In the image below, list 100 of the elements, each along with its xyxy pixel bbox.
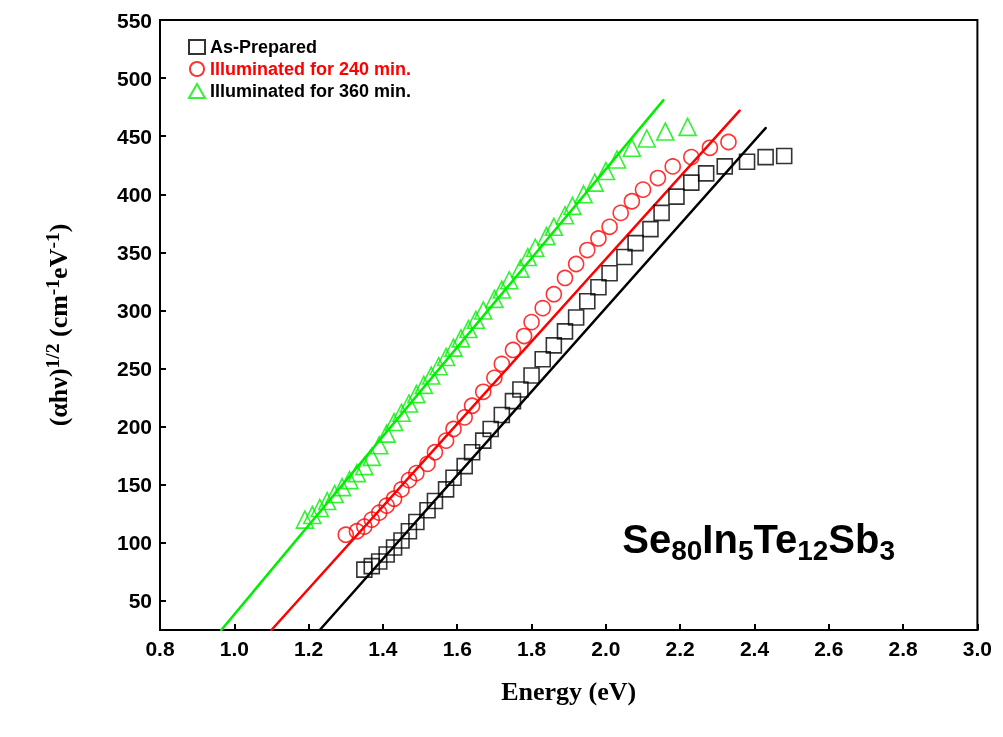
- point: [370, 504, 388, 521]
- x-tick-label: 1.6: [442, 637, 472, 660]
- point: [463, 397, 481, 415]
- point: [668, 188, 685, 205]
- point: [738, 153, 756, 171]
- x-tick-label: 2.4: [739, 637, 770, 660]
- point: [537, 226, 556, 246]
- point: [585, 173, 605, 192]
- point: [347, 463, 367, 483]
- point: [325, 484, 344, 504]
- y-tick-label: 500: [116, 66, 152, 90]
- point: [656, 122, 675, 141]
- x-axis-title: Energy (eV): [501, 676, 637, 706]
- x-tick-label: 1.0: [219, 637, 249, 660]
- point: [445, 420, 462, 438]
- point: [414, 375, 434, 395]
- point: [378, 546, 395, 563]
- y-tick-label: 200: [116, 415, 152, 439]
- y-tick-label: 550: [116, 8, 152, 32]
- point: [511, 259, 530, 278]
- point: [393, 532, 410, 549]
- point: [408, 464, 425, 482]
- point: [678, 117, 697, 137]
- point: [451, 329, 471, 348]
- point: [634, 181, 652, 198]
- x-tick-label: 0.8: [145, 637, 175, 660]
- point: [486, 369, 503, 387]
- point: [474, 432, 492, 449]
- point: [485, 289, 504, 309]
- x-tick-label: 2.0: [591, 637, 621, 660]
- x-tick-label: 1.8: [516, 637, 547, 660]
- point: [400, 522, 418, 540]
- legend-label: Illuminated for 240 min.: [210, 59, 412, 79]
- x-tick-label: 2.2: [665, 637, 695, 660]
- point: [637, 129, 657, 148]
- point: [601, 218, 618, 236]
- legend-label: Illuminated for 360 min.: [210, 81, 412, 101]
- point: [607, 150, 627, 169]
- point: [664, 158, 682, 175]
- point: [757, 148, 774, 166]
- point: [567, 255, 585, 273]
- point: [512, 381, 529, 398]
- point: [701, 139, 719, 157]
- point: [627, 234, 644, 252]
- point: [419, 502, 436, 519]
- point: [499, 270, 519, 290]
- point: [523, 367, 540, 384]
- point: [567, 309, 585, 326]
- y-tick-label: 250: [116, 357, 152, 381]
- point: [384, 412, 404, 432]
- point: [356, 518, 373, 535]
- point: [444, 338, 463, 357]
- point: [563, 196, 582, 216]
- legend-label: As-Prepared: [210, 37, 318, 57]
- point: [683, 148, 700, 166]
- point: [623, 192, 641, 210]
- point: [429, 356, 448, 376]
- point: [523, 313, 540, 331]
- point: [408, 513, 425, 531]
- point: [525, 238, 545, 258]
- point: [363, 557, 381, 575]
- point: [378, 497, 395, 514]
- y-tick-label: 300: [116, 298, 152, 322]
- point: [574, 184, 593, 204]
- y-tick-label: 50: [128, 589, 152, 613]
- point: [463, 443, 481, 461]
- point: [426, 492, 444, 510]
- point: [393, 481, 410, 498]
- point: [578, 241, 596, 259]
- point: [545, 285, 563, 303]
- point: [348, 522, 366, 540]
- point: [474, 383, 492, 401]
- point: [622, 138, 642, 158]
- point: [370, 553, 388, 570]
- point: [456, 409, 473, 426]
- point: [466, 310, 486, 330]
- point: [407, 384, 426, 404]
- point: [515, 327, 533, 345]
- point: [385, 539, 403, 556]
- point: [337, 526, 355, 544]
- point: [363, 511, 381, 528]
- point: [578, 292, 596, 310]
- point: [310, 498, 330, 518]
- x-tick-label: 3.0: [962, 637, 993, 660]
- point: [385, 490, 403, 507]
- point: [555, 205, 575, 225]
- point: [317, 491, 337, 511]
- point: [436, 347, 456, 367]
- point: [456, 457, 473, 475]
- point: [653, 204, 670, 222]
- point: [482, 420, 499, 438]
- point: [590, 230, 607, 247]
- point: [445, 469, 462, 487]
- point: [377, 424, 396, 443]
- point: [437, 432, 455, 449]
- point: [716, 158, 734, 175]
- point: [504, 341, 522, 359]
- point: [596, 161, 616, 181]
- y-tick-label: 150: [116, 473, 152, 497]
- x-tick-label: 2.6: [814, 637, 844, 660]
